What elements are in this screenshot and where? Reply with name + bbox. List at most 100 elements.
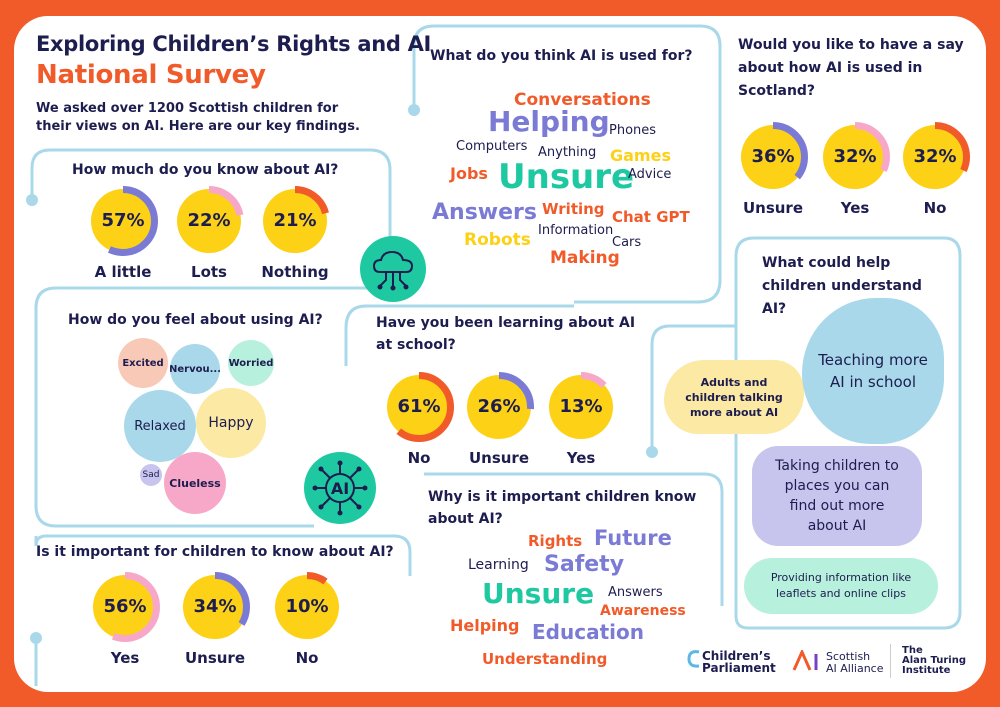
ai-chip-icon: AI	[304, 452, 376, 524]
important-donut-label: Unsure	[184, 649, 246, 667]
why-word: Learning	[468, 557, 529, 573]
used-for-word: Conversations	[514, 90, 651, 110]
used-for-word: Unsure	[498, 157, 635, 197]
feel-bubble: Excited	[118, 338, 168, 388]
know-donut-3: 21%	[258, 184, 332, 258]
used-for-word: Cars	[612, 235, 642, 250]
childrens-parliament-line2: Parliament	[702, 661, 776, 675]
school-question: Have you been learning about AI at schoo…	[376, 315, 636, 353]
why-word: Safety	[544, 552, 625, 577]
help-item-teaching-text: Teaching more AI in school	[818, 351, 928, 391]
help-item-places-text: Taking children to places you can find o…	[775, 458, 899, 534]
say-donut-percent: 32%	[833, 146, 877, 167]
know-donut-1: 57%	[86, 184, 160, 258]
used-for-word: Anything	[538, 145, 597, 160]
used-for-word: Phones	[609, 123, 657, 138]
feel-bubble: Nervou...	[170, 344, 220, 394]
childrens-parliament-line1: Children’s	[702, 649, 771, 663]
say-donut-arc	[820, 122, 890, 192]
poster-subtitle: National Survey	[36, 60, 266, 90]
say-donut-percent: 32%	[913, 146, 957, 167]
feel-bubble: Clueless	[164, 452, 226, 514]
poster-title: Exploring Children’s Rights and AI	[36, 32, 432, 56]
know-donut-percent: 21%	[273, 210, 317, 231]
know-donut-base	[177, 189, 241, 253]
used-for-word: Robots	[464, 230, 531, 250]
important-donut-2: 34%	[178, 570, 252, 644]
school-donut-arc	[464, 372, 534, 442]
why-word: Unsure	[482, 577, 595, 610]
why-question: Why is it important children know about …	[428, 489, 697, 527]
used-for-word: Answers	[432, 200, 537, 225]
infographic-sheet: Exploring Children’s Rights and AI Natio…	[14, 16, 986, 692]
scottish-ai-alliance-line2: AI Alliance	[826, 662, 884, 675]
school-donut-percent: 26%	[477, 396, 521, 417]
school-donut-percent: 13%	[559, 396, 603, 417]
school-donut-base	[467, 375, 531, 439]
used-for-word: Helping	[488, 105, 610, 138]
alan-turing-line1: The	[902, 645, 923, 656]
why-word: Answers	[608, 585, 663, 600]
say-donut-arc	[900, 122, 970, 192]
important-donut-1: 56%	[88, 570, 162, 644]
feel-bubble: Relaxed	[124, 390, 196, 462]
school-donut-label: Unsure	[468, 449, 530, 467]
know-donut-label: A little	[94, 263, 152, 281]
used-for-word: Making	[550, 248, 620, 268]
say-donut-label: Unsure	[742, 199, 804, 217]
important-donut-base	[275, 575, 339, 639]
know-donut-percent: 57%	[101, 210, 145, 231]
say-donut-2: 32%	[818, 120, 892, 194]
important-question: Is it important for children to know abo…	[36, 544, 394, 560]
cloud-network-icon	[360, 236, 426, 302]
important-donut-label: No	[295, 649, 319, 667]
help-item-talking-text: Adults and children talking more about A…	[685, 375, 783, 419]
help-item-talking: Adults and children talking more about A…	[664, 360, 804, 434]
logo-divider	[890, 644, 891, 678]
used-for-word: Games	[610, 146, 671, 165]
say-donut-base	[823, 125, 887, 189]
alan-turing-line2: Alan Turing	[902, 655, 966, 666]
why-word: Understanding	[482, 650, 608, 668]
say-donut-arc	[738, 122, 808, 192]
know-question: How much do you know about AI?	[72, 162, 339, 178]
help-question: What could help children understand AI?	[762, 255, 922, 317]
why-word: Awareness	[600, 603, 686, 619]
help-item-information: Providing information like leaflets and …	[744, 558, 938, 614]
help-item-information-text: Providing information like leaflets and …	[770, 571, 912, 600]
scottish-ai-alliance-mark-icon	[792, 650, 818, 671]
school-donut-percent: 61%	[397, 396, 441, 417]
feel-bubble: Worried	[228, 340, 274, 386]
know-donut-base	[263, 189, 327, 253]
important-donut-percent: 34%	[193, 596, 237, 617]
say-question: Would you like to have a say about how A…	[738, 37, 964, 99]
important-donut-arc	[90, 572, 160, 642]
help-item-teaching: Teaching more AI in school	[802, 298, 944, 444]
why-word: Education	[532, 620, 644, 644]
know-donut-arc	[88, 186, 158, 256]
school-donut-label: No	[407, 449, 431, 467]
important-donut-base	[93, 575, 157, 639]
say-donut-3: 32%	[898, 120, 972, 194]
important-donut-base	[183, 575, 247, 639]
know-donut-2: 22%	[172, 184, 246, 258]
used-for-question: What do you think AI is used for?	[430, 48, 693, 64]
know-donut-base	[91, 189, 155, 253]
why-word: Rights	[528, 532, 583, 550]
know-donut-arc	[260, 186, 330, 256]
scottish-ai-alliance-line1: Scottish	[826, 650, 871, 663]
panel-outlines	[26, 24, 962, 686]
important-donut-arc	[272, 572, 342, 642]
know-donut-percent: 22%	[187, 210, 231, 231]
alan-turing-line3: Institute	[902, 665, 951, 676]
feel-bubble: Sad	[140, 464, 162, 486]
school-donut-3: 13%	[544, 370, 618, 444]
say-donut-label: No	[923, 199, 947, 217]
used-for-word: Jobs	[450, 164, 488, 183]
know-donut-arc	[174, 186, 244, 256]
school-donut-base	[387, 375, 451, 439]
feel-bubble: Happy	[196, 388, 266, 458]
important-donut-label: Yes	[110, 649, 140, 667]
important-donut-percent: 56%	[103, 596, 147, 617]
used-for-word: Computers	[456, 139, 528, 154]
